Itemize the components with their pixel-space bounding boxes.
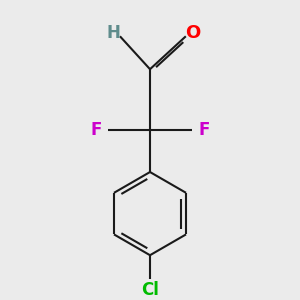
Text: F: F — [199, 121, 210, 139]
Text: Cl: Cl — [141, 281, 159, 299]
Text: O: O — [185, 24, 200, 42]
Text: F: F — [90, 121, 101, 139]
Text: H: H — [106, 24, 120, 42]
